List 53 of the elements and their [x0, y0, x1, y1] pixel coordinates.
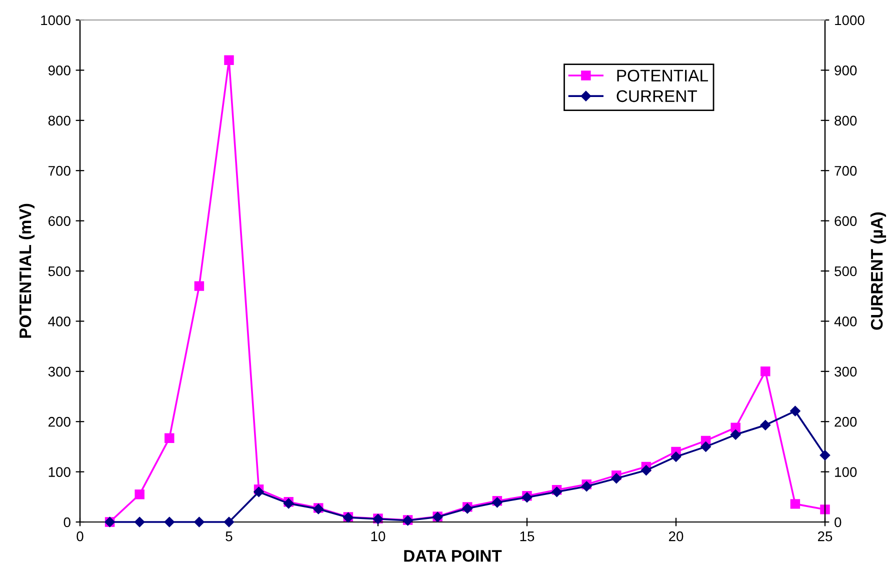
x-tick-label: 15	[520, 532, 534, 542]
x-axis-title: DATA POINT	[404, 550, 502, 562]
y2-tick-label: 500	[834, 266, 857, 276]
point	[820, 504, 830, 514]
y2-tick-label: 600	[834, 216, 857, 226]
y2-tick-label: 400	[834, 316, 857, 326]
point	[730, 430, 741, 440]
point	[224, 516, 234, 528]
point	[790, 406, 800, 416]
y-tick-label: 300	[48, 366, 70, 377]
x-tick-label: 0	[76, 531, 84, 542]
x-tick-label: 20	[668, 531, 684, 542]
point	[790, 499, 800, 509]
y2-tick-label: 200	[834, 416, 857, 427]
y2-tick-label: 300	[834, 366, 857, 377]
point	[134, 490, 144, 500]
y-tick-label: 400	[48, 316, 70, 326]
y-tick-label: 900	[48, 66, 70, 76]
y-tick-label: 0	[64, 517, 70, 528]
y2-tick-label: 100	[835, 467, 857, 477]
y2-tick-label: 0	[834, 517, 842, 528]
point	[611, 473, 622, 484]
y2-tick-label: 900	[834, 66, 857, 76]
y-tick-label: 1000	[41, 15, 70, 26]
point	[641, 465, 652, 476]
point	[254, 486, 264, 497]
y-tick-label: 200	[48, 416, 70, 427]
point	[164, 433, 174, 444]
y-tick-label: 500	[48, 266, 70, 276]
y-tick-label: 100	[48, 467, 70, 477]
y-tick-label: 600	[48, 216, 70, 226]
y2-tick-label: 800	[834, 116, 857, 126]
y-axis-title: POTENTIAL (mV)	[18, 204, 35, 338]
point	[194, 516, 204, 528]
x-tick-label: 25	[818, 531, 832, 542]
y-tick-label: 800	[48, 116, 70, 126]
y2-tick-label: 700	[834, 166, 857, 176]
point	[700, 442, 711, 452]
y2-axis-title: CURRENT (µA)	[870, 212, 886, 330]
y2-tick-label: 1000	[835, 15, 864, 26]
point	[760, 420, 771, 430]
point	[670, 452, 682, 462]
y-tick-label: 700	[48, 166, 70, 176]
legend-label: POTENTIAL	[617, 70, 708, 82]
point	[194, 281, 204, 291]
point	[224, 55, 234, 66]
x-tick-label: 10	[371, 531, 386, 542]
point	[164, 516, 175, 528]
point	[760, 366, 770, 376]
point	[134, 516, 145, 528]
x-tick-label: 5	[226, 532, 232, 542]
legend-label: CURRENT	[616, 90, 698, 102]
point	[820, 450, 830, 460]
